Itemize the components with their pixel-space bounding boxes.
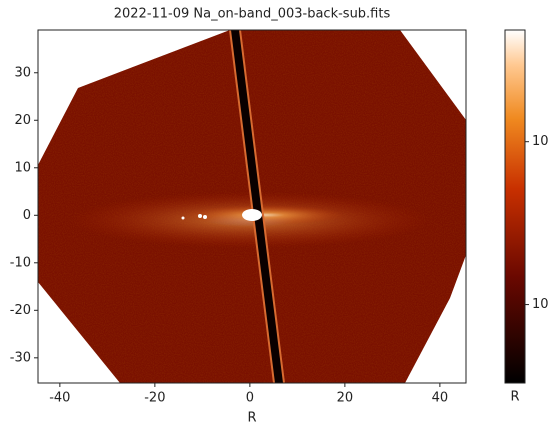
x-axis-label: R (247, 411, 256, 423)
colorbar-tick-label: 10 (532, 297, 549, 312)
y-tick-label: -30 (10, 350, 31, 365)
plot-frame (37, 29, 467, 384)
x-tick-label: 20 (337, 391, 354, 406)
x-tick-label: -20 (144, 391, 165, 406)
y-tick-label: 10 (14, 160, 31, 175)
colorbar-label: R (510, 390, 519, 405)
image (38, 30, 466, 383)
chart-title: 2022-11-09 Na_on-band_003-back-sub.fits (114, 7, 391, 22)
y-tick-label: 20 (14, 113, 31, 128)
y-tick-label: -10 (10, 255, 31, 270)
colorbar-tick-label: 10 (532, 134, 549, 149)
y-tick-label: -20 (10, 303, 31, 318)
x-tick-label: -40 (49, 391, 70, 406)
x-tick-label: 0 (246, 391, 254, 406)
colorbar (504, 29, 526, 384)
y-tick-label: 0 (23, 208, 31, 223)
y-tick-label: 30 (14, 65, 31, 80)
x-tick-label: 40 (432, 391, 449, 406)
